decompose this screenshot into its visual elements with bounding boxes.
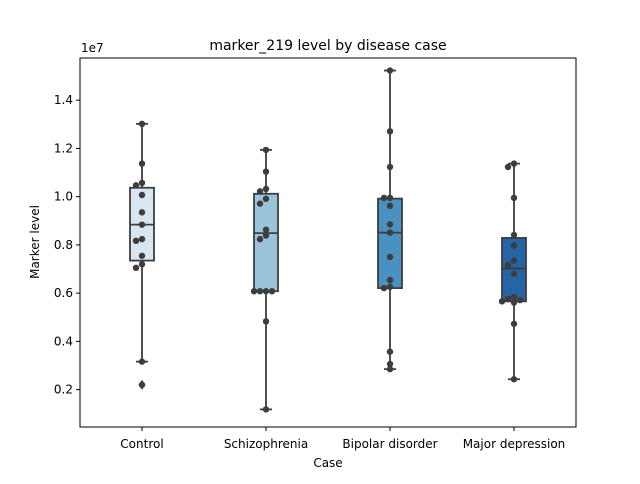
y-tick-label: 1.4: [54, 93, 73, 107]
data-point: [510, 270, 518, 278]
data-point: [262, 168, 270, 175]
data-point: [262, 318, 270, 325]
data-point: [132, 182, 140, 189]
y-tick-label: 1.2: [54, 141, 73, 155]
data-point: [138, 120, 146, 128]
plot-frame: [79, 57, 577, 428]
data-point: [262, 195, 270, 203]
data-point: [386, 360, 394, 368]
data-point: [262, 288, 270, 295]
data-point: [132, 237, 140, 245]
data-point: [138, 191, 146, 199]
data-point: [386, 67, 394, 74]
data-point: [380, 284, 388, 292]
data-point: [510, 299, 518, 306]
data-point: [132, 264, 140, 272]
box-group-bipolar-disorder: [377, 67, 403, 373]
data-point: [510, 231, 518, 239]
data-point: [262, 185, 270, 193]
data-point: [138, 381, 146, 388]
data-point: [386, 365, 394, 373]
data-point: [250, 288, 258, 295]
data-point: [138, 261, 146, 268]
x-tick-label: Schizophrenia: [224, 437, 308, 451]
data-point: [386, 348, 394, 355]
x-tick-label: Major depression: [463, 437, 566, 451]
y-axis-multiplier: 1e7: [81, 41, 104, 55]
x-tick-label: Control: [120, 437, 163, 451]
data-point: [256, 188, 264, 195]
data-point: [498, 298, 506, 305]
data-point: [386, 194, 394, 202]
box-group-schizophrenia: [250, 146, 279, 413]
data-point: [504, 261, 512, 269]
data-point: [256, 235, 264, 243]
y-tick-label: 0.2: [54, 383, 73, 397]
data-point: [510, 320, 518, 327]
y-tick-label: 0.8: [54, 238, 73, 252]
x-axis-label: Case: [313, 456, 342, 470]
data-point: [504, 163, 512, 171]
data-point: [510, 242, 518, 249]
data-point: [510, 293, 518, 300]
data-point: [256, 288, 264, 295]
box: [253, 192, 279, 293]
data-point: [386, 276, 394, 284]
data-point: [138, 209, 146, 216]
data-point: [510, 376, 518, 383]
data-point: [138, 160, 146, 167]
box: [377, 197, 403, 289]
data-point: [268, 288, 276, 295]
y-tick-label: 0.6: [54, 286, 73, 300]
data-point: [262, 146, 270, 154]
data-point: [262, 232, 270, 239]
chart-title: marker_219 level by disease case: [209, 38, 446, 54]
data-point: [138, 235, 146, 243]
box-group-major-depression: [498, 160, 527, 383]
data-point: [386, 253, 394, 261]
data-point: [510, 160, 518, 167]
data-point: [386, 202, 394, 210]
data-point: [386, 283, 394, 291]
data-point: [138, 179, 146, 187]
data-point: [510, 257, 518, 264]
data-point: [386, 221, 394, 228]
data-point: [504, 295, 512, 303]
data-point: [138, 252, 146, 259]
plot-area: 0.2 0.4 0.6 0.8 1.0 1.2 1.4 Control Schizophreni…: [54, 57, 577, 451]
data-point: [256, 200, 264, 207]
data-point: [262, 406, 270, 413]
data-point: [138, 358, 146, 365]
data-point: [516, 296, 524, 304]
data-point: [386, 229, 394, 236]
data-point: [380, 194, 388, 202]
data-point: [386, 128, 394, 135]
x-tick-label: Bipolar disorder: [342, 437, 437, 451]
data-point: [386, 163, 394, 171]
data-point: [138, 221, 146, 228]
box-group-control: [129, 120, 155, 390]
data-point: [510, 194, 518, 202]
y-tick-label: 1.0: [54, 190, 73, 204]
y-tick-label: 0.4: [54, 334, 73, 348]
data-point: [262, 226, 270, 233]
y-axis-label: Marker level: [28, 205, 42, 279]
